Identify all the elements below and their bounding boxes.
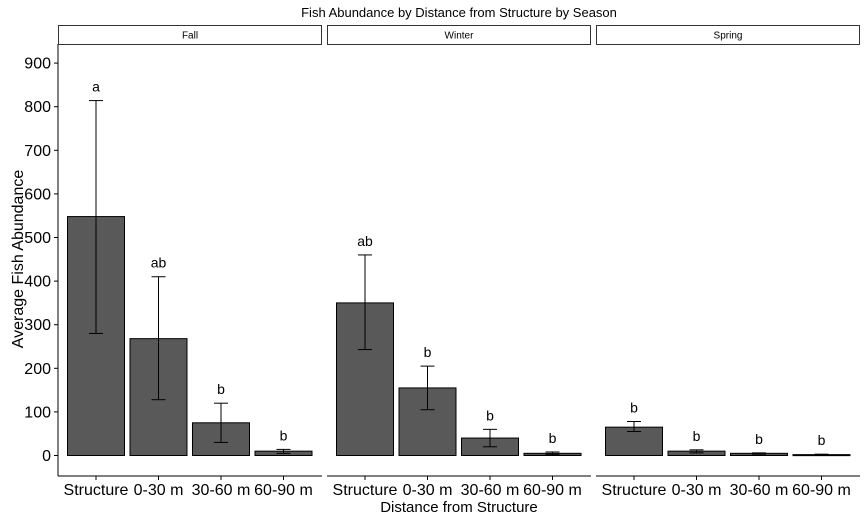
chart-title: Fish Abundance by Distance from Structur… xyxy=(301,5,617,20)
significance-label: ab xyxy=(357,233,373,249)
x-tick-label: 30-60 m xyxy=(461,482,520,499)
significance-label: a xyxy=(92,79,100,95)
facet-strip xyxy=(58,25,322,45)
significance-label: b xyxy=(280,427,288,443)
panel-spring: Spring b Structure b 0-30 m b 30-60 m b 60-90 m xyxy=(596,25,860,499)
y-tick-label: 400 xyxy=(24,274,51,291)
significance-label: b xyxy=(755,431,763,447)
significance-label: b xyxy=(818,432,826,448)
x-tick-label: 60-90 m xyxy=(523,482,582,499)
y-tick-label: 500 xyxy=(24,230,51,247)
x-tick-label: Structure xyxy=(602,482,667,499)
facet-strip-label: Spring xyxy=(714,31,743,42)
y-tick-label: 800 xyxy=(24,99,51,116)
x-tick-label: Structure xyxy=(333,482,398,499)
x-tick-label: 0-30 m xyxy=(672,482,722,499)
x-tick-label: 30-60 m xyxy=(730,482,789,499)
significance-label: b xyxy=(217,381,225,397)
facet-strip xyxy=(596,25,860,45)
y-tick-label: 600 xyxy=(24,186,51,203)
y-tick-label: 300 xyxy=(24,317,51,334)
facet-strip xyxy=(327,25,591,45)
significance-label: b xyxy=(549,430,557,446)
significance-label: b xyxy=(630,399,638,415)
y-tick-label: 100 xyxy=(24,404,51,421)
significance-label: b xyxy=(693,428,701,444)
x-tick-label: Structure xyxy=(64,482,129,499)
x-axis-title: Distance from Structure xyxy=(380,499,538,516)
y-tick-label: 200 xyxy=(24,361,51,378)
y-tick-label: 700 xyxy=(24,143,51,160)
x-tick-label: 60-90 m xyxy=(792,482,851,499)
significance-label: b xyxy=(486,407,494,423)
y-axis-title: Average Fish Abundance xyxy=(10,170,27,349)
x-tick-label: 0-30 m xyxy=(134,482,184,499)
y-tick-label: 900 xyxy=(24,56,51,73)
x-tick-label: 0-30 m xyxy=(403,482,453,499)
x-tick-label: 60-90 m xyxy=(254,482,313,499)
facet-strip-label: Fall xyxy=(182,31,198,42)
facet-strip-label: Winter xyxy=(445,31,475,42)
significance-label: b xyxy=(424,344,432,360)
x-tick-label: 30-60 m xyxy=(192,482,251,499)
panel-fall: Fall a Structure ab 0-30 m b 30-60 m b 60-90 m xyxy=(58,25,322,499)
significance-label: ab xyxy=(151,255,167,271)
y-axis-ticks: 0 100 200 300 400 500 600 700 800 900 xyxy=(24,56,58,465)
y-tick-label: 0 xyxy=(42,448,51,465)
panel-winter: Winter ab Structure b 0-30 m b 30-60 m b 60-90 m xyxy=(327,25,591,499)
